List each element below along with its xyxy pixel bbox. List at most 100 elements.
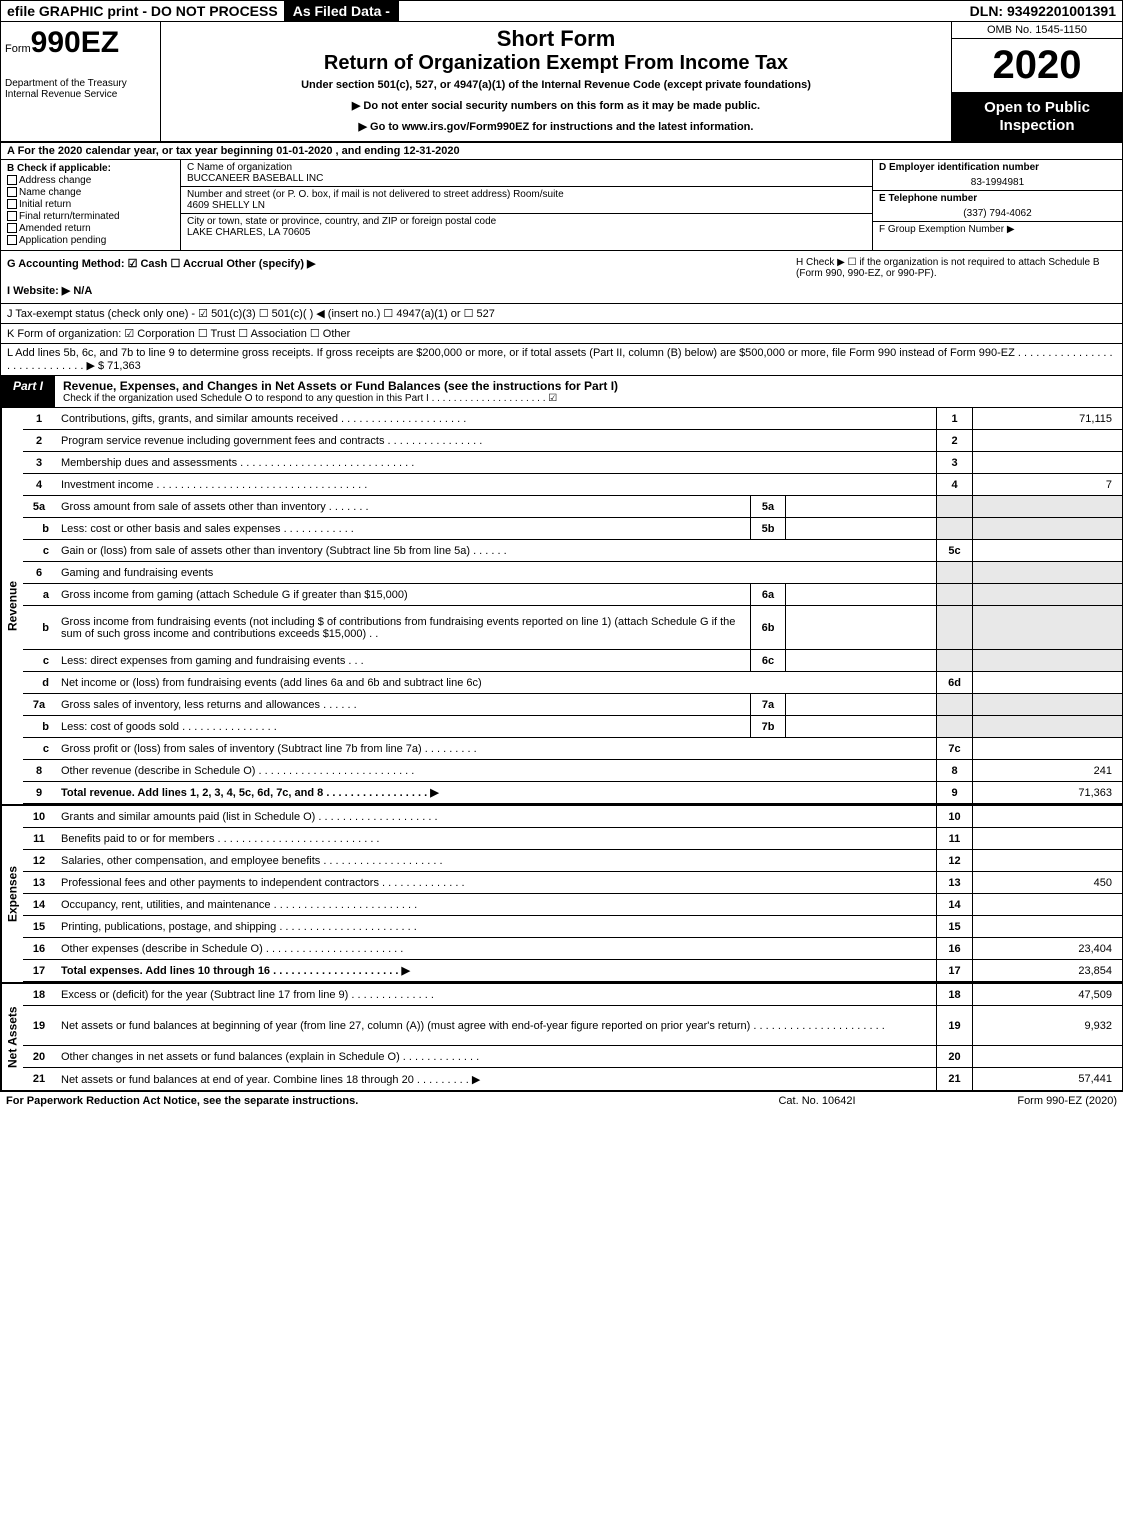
line-9-value: 71,363 (972, 782, 1122, 803)
open-to-public: Open to Public Inspection (952, 93, 1122, 141)
line-16-num: 16 (23, 938, 55, 959)
part-1-header: Part I Revenue, Expenses, and Changes in… (0, 376, 1123, 408)
line-6b-desc: Gross income from fundraising events (no… (55, 606, 750, 649)
line-6c-mv (786, 650, 936, 671)
line-18-num: 18 (23, 984, 55, 1005)
line-7c-rnum: 7c (936, 738, 972, 759)
org-name-label: C Name of organization (187, 162, 866, 173)
line-21-desc: Net assets or fund balances at end of ye… (55, 1068, 936, 1090)
line-6c-num: c (23, 650, 55, 671)
line-7a-mv (786, 694, 936, 715)
line-7b-rnum (936, 716, 972, 737)
line-15: 15 Printing, publications, postage, and … (23, 916, 1123, 938)
line-11-rnum: 11 (936, 828, 972, 849)
line-8: 8 Other revenue (describe in Schedule O)… (23, 760, 1123, 782)
line-6b-rval (972, 606, 1122, 649)
line-21-value: 57,441 (972, 1068, 1122, 1090)
line-6c-mn: 6c (750, 650, 786, 671)
accounting-method: G Accounting Method: ☑ Cash ☐ Accrual Ot… (7, 257, 796, 297)
header-center: Short Form Return of Organization Exempt… (161, 22, 952, 141)
sidetab-expenses: Expenses (1, 806, 23, 982)
line-13-value: 450 (972, 872, 1122, 893)
line-17-rnum: 17 (936, 960, 972, 981)
line-11-num: 11 (23, 828, 55, 849)
line-7a-rnum (936, 694, 972, 715)
chk-address-change[interactable]: Address change (7, 175, 174, 186)
line-2-desc: Program service revenue including govern… (55, 430, 936, 451)
line-6-desc: Gaming and fundraising events (55, 562, 936, 583)
page-footer: For Paperwork Reduction Act Notice, see … (0, 1092, 1123, 1110)
line-10-value (972, 806, 1122, 827)
line-20-rnum: 20 (936, 1046, 972, 1067)
line-1-num: 1 (23, 408, 55, 429)
line-15-desc: Printing, publications, postage, and shi… (55, 916, 936, 937)
line-8-rnum: 8 (936, 760, 972, 781)
line-5c-rnum: 5c (936, 540, 972, 561)
under-section-text: Under section 501(c), 527, or 4947(a)(1)… (169, 79, 943, 91)
line-5b-desc: Less: cost or other basis and sales expe… (55, 518, 750, 539)
line-15-rnum: 15 (936, 916, 972, 937)
line-6a-rnum (936, 584, 972, 605)
line-6-rval (972, 562, 1122, 583)
line-18-rnum: 18 (936, 984, 972, 1005)
line-13-desc: Professional fees and other payments to … (55, 872, 936, 893)
line-19: 19 Net assets or fund balances at beginn… (23, 1006, 1123, 1046)
line-7a-rval (972, 694, 1122, 715)
top-bar: efile GRAPHIC print - DO NOT PROCESS As … (0, 0, 1123, 22)
header-left: Form 990EZ Department of the Treasury In… (1, 22, 161, 141)
line-1: 1 Contributions, gifts, grants, and simi… (23, 408, 1123, 430)
line-8-value: 241 (972, 760, 1122, 781)
line-14-value (972, 894, 1122, 915)
line-9-rnum: 9 (936, 782, 972, 803)
line-7b: b Less: cost of goods sold . . . . . . .… (23, 716, 1123, 738)
part-1-title-text: Revenue, Expenses, and Changes in Net As… (63, 379, 618, 393)
line-20-desc: Other changes in net assets or fund bala… (55, 1046, 936, 1067)
line-5a-desc: Gross amount from sale of assets other t… (55, 496, 750, 517)
line-21-rnum: 21 (936, 1068, 972, 1090)
row-l: L Add lines 5b, 6c, and 7b to line 9 to … (0, 344, 1123, 376)
chk-initial-return[interactable]: Initial return (7, 199, 174, 210)
line-4-value: 7 (972, 474, 1122, 495)
line-5b: b Less: cost or other basis and sales ex… (23, 518, 1123, 540)
chk-amended-return[interactable]: Amended return (7, 223, 174, 234)
line-4: 4 Investment income . . . . . . . . . . … (23, 474, 1123, 496)
line-6d-num: d (23, 672, 55, 693)
line-14-num: 14 (23, 894, 55, 915)
tax-year: 2020 (952, 39, 1122, 93)
line-6c-desc: Less: direct expenses from gaming and fu… (55, 650, 750, 671)
form-header: Form 990EZ Department of the Treasury In… (0, 22, 1123, 143)
line-3-desc: Membership dues and assessments . . . . … (55, 452, 936, 473)
paperwork-notice: For Paperwork Reduction Act Notice, see … (6, 1095, 717, 1107)
part-1-sub: Check if the organization used Schedule … (63, 393, 1114, 404)
chk-application-pending[interactable]: Application pending (7, 235, 174, 246)
city-label: City or town, state or province, country… (187, 216, 866, 227)
line-5a-rnum (936, 496, 972, 517)
dln-number: DLN: 93492201001391 (964, 1, 1122, 21)
line-2-rnum: 2 (936, 430, 972, 451)
line-6a-mv (786, 584, 936, 605)
phone-label: E Telephone number (879, 193, 1116, 204)
cat-number: Cat. No. 10642I (717, 1095, 917, 1107)
part-1-label: Part I (1, 376, 55, 407)
line-5c-num: c (23, 540, 55, 561)
line-5a-num: 5a (23, 496, 55, 517)
line-12-rnum: 12 (936, 850, 972, 871)
org-name-value: BUCCANEER BASEBALL INC (187, 173, 866, 184)
line-18-value: 47,509 (972, 984, 1122, 1005)
line-3: 3 Membership dues and assessments . . . … (23, 452, 1123, 474)
chk-final-return[interactable]: Final return/terminated (7, 211, 174, 222)
irs-label: Internal Revenue Service (5, 89, 156, 100)
chk-name-change[interactable]: Name change (7, 187, 174, 198)
line-5b-mv (786, 518, 936, 539)
line-7c: c Gross profit or (loss) from sales of i… (23, 738, 1123, 760)
form-word: Form (5, 43, 31, 55)
line-5c-value (972, 540, 1122, 561)
part-1-title: Revenue, Expenses, and Changes in Net As… (55, 376, 1122, 407)
line-6b-rnum (936, 606, 972, 649)
street-box: Number and street (or P. O. box, if mail… (181, 187, 872, 214)
line-6a-rval (972, 584, 1122, 605)
line-4-desc: Investment income . . . . . . . . . . . … (55, 474, 936, 495)
line-8-num: 8 (23, 760, 55, 781)
sidetab-netassets: Net Assets (1, 984, 23, 1090)
line-1-value: 71,115 (972, 408, 1122, 429)
